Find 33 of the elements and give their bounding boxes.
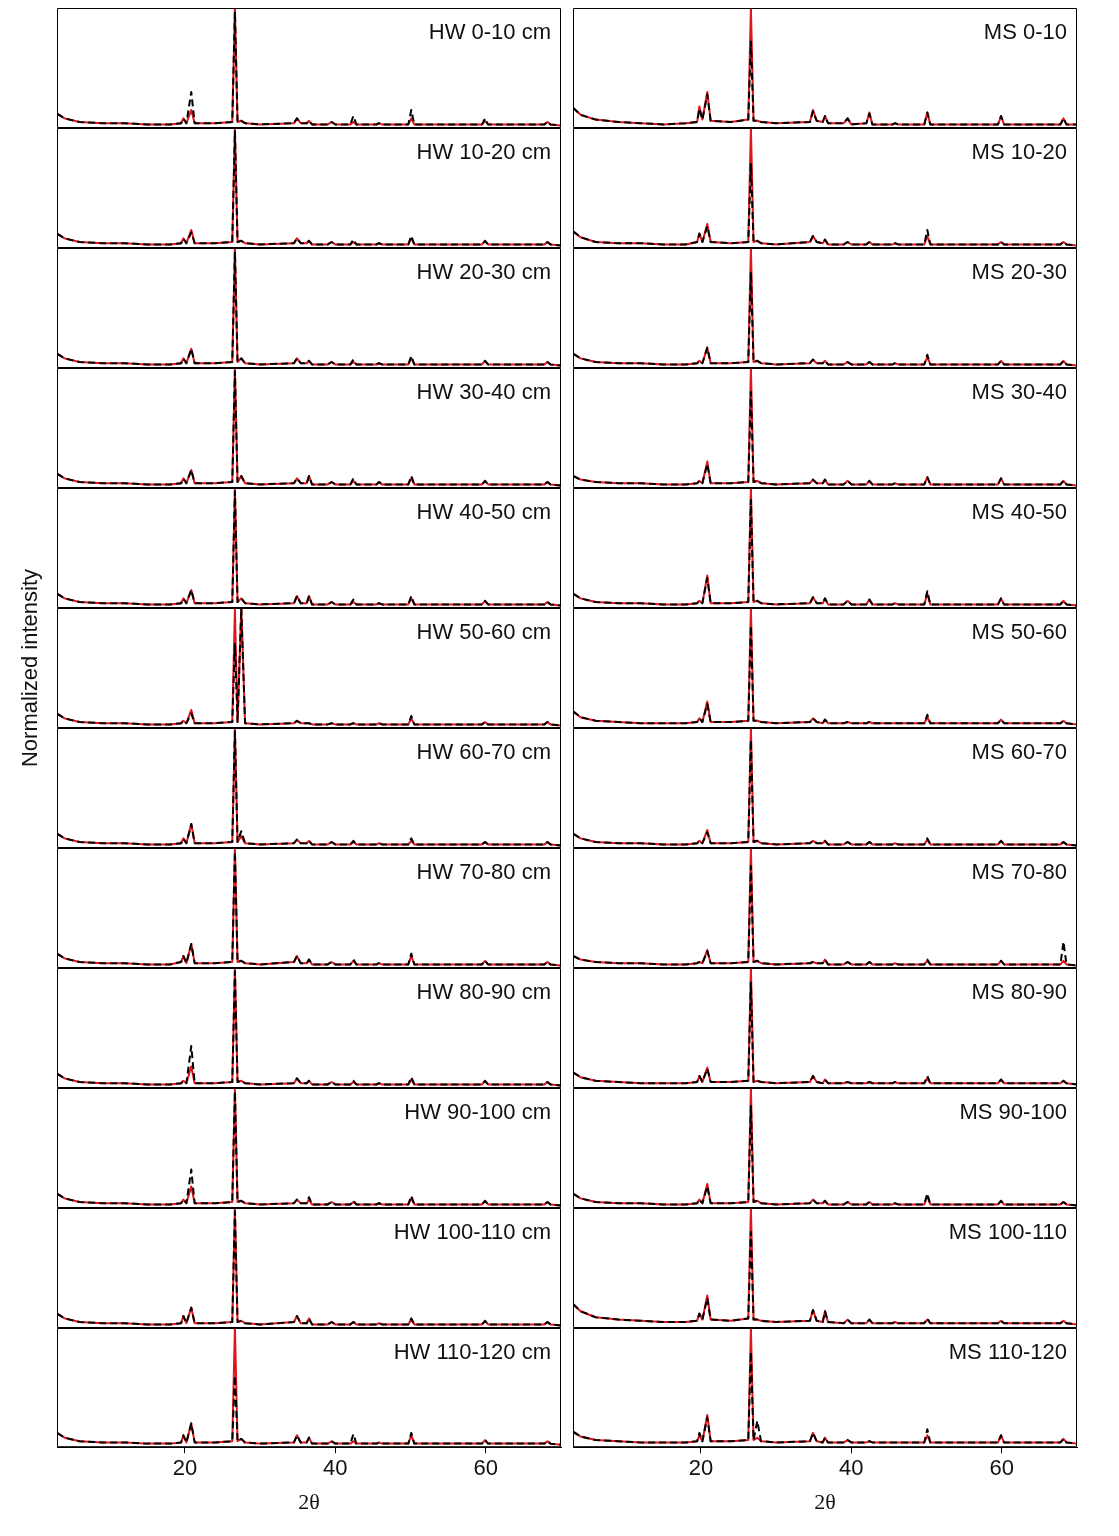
text: HW 50-60 cm <box>416 619 551 645</box>
text: HW 0-10 cm <box>428 19 551 45</box>
text: HW 80-90 cm <box>416 979 551 1005</box>
text: HW 40-50 cm <box>416 499 551 525</box>
text: HW 100-110 cm <box>393 1219 551 1245</box>
text: HW 110-120 cm <box>393 1339 551 1365</box>
x-tick-label: 40 <box>839 1455 864 1481</box>
x-tick-label: 20 <box>172 1455 198 1481</box>
x-axis-title: 2θ <box>814 1488 836 1514</box>
x-axis-title: 2θ <box>298 1488 320 1514</box>
text: MS 40-50 <box>971 499 1067 525</box>
text: MS 100-110 <box>948 1219 1067 1245</box>
text: MS 20-30 <box>971 259 1067 285</box>
y-axis-title: Normalized intensity <box>17 568 43 767</box>
x-tick-label: 60 <box>989 1455 1015 1481</box>
x-tick-label: 20 <box>688 1455 714 1481</box>
text: HW 60-70 cm <box>416 739 551 765</box>
text: MS 30-40 <box>971 379 1067 405</box>
text: HW 10-20 cm <box>416 139 551 165</box>
x-tick-label: 60 <box>473 1455 499 1481</box>
text: HW 70-80 cm <box>416 859 551 885</box>
text: HW 20-30 cm <box>416 259 551 285</box>
text: MS 110-120 <box>948 1339 1067 1365</box>
text: HW 90-100 cm <box>404 1099 551 1125</box>
x-tick-label: 40 <box>323 1455 348 1481</box>
text: MS 0-10 <box>983 19 1067 45</box>
text: MS 50-60 <box>971 619 1067 645</box>
text: MS 10-20 <box>971 139 1067 165</box>
text: MS 90-100 <box>959 1099 1067 1125</box>
text: MS 80-90 <box>971 979 1067 1005</box>
text: MS 70-80 <box>971 859 1067 885</box>
text: HW 30-40 cm <box>416 379 551 405</box>
text: MS 60-70 <box>971 739 1067 765</box>
